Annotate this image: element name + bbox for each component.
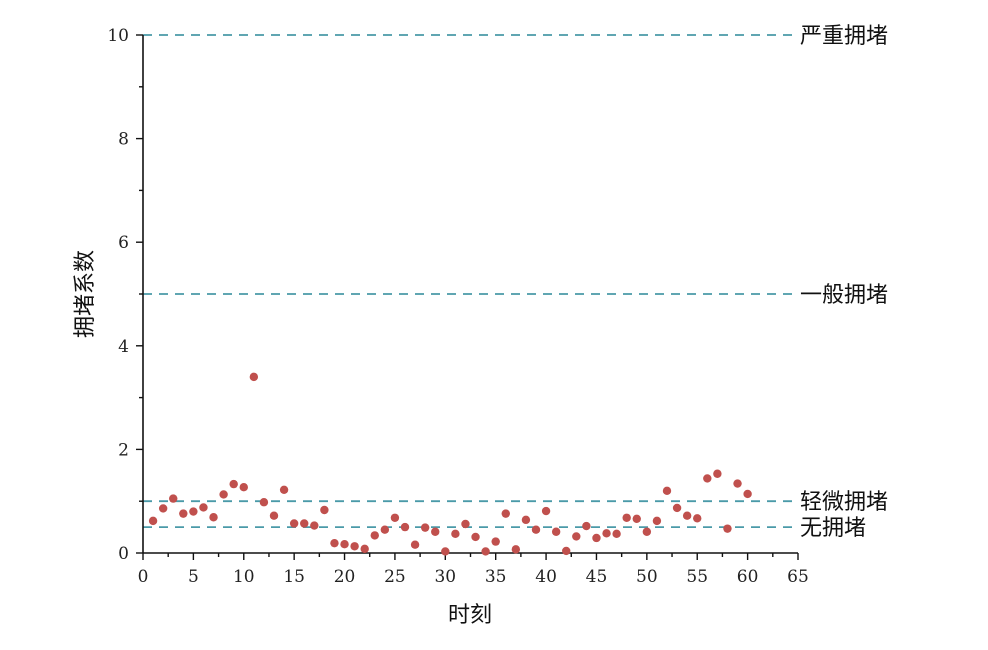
reference-label-3: 无拥堵 xyxy=(800,516,866,541)
data-point-19 xyxy=(330,538,339,548)
y-tick-label-0: 0 xyxy=(118,544,129,564)
data-point-18 xyxy=(320,505,329,515)
data-point-13 xyxy=(269,511,279,520)
data-point-21 xyxy=(350,542,359,551)
data-point-2 xyxy=(158,504,168,513)
x-tick-label-4: 20 xyxy=(334,567,356,587)
data-point-1 xyxy=(148,516,158,526)
data-point-25 xyxy=(390,513,400,522)
y-tick-label-2: 4 xyxy=(118,337,129,357)
data-point-6 xyxy=(199,503,208,512)
data-point-12 xyxy=(259,498,269,507)
data-point-9 xyxy=(229,479,238,489)
data-point-45 xyxy=(592,533,601,543)
x-tick-label-13: 65 xyxy=(787,567,809,587)
data-point-39 xyxy=(531,525,541,534)
data-points xyxy=(148,372,752,556)
data-point-55 xyxy=(693,514,702,523)
x-tick-label-6: 30 xyxy=(434,567,456,587)
data-point-14 xyxy=(279,485,289,495)
data-point-47 xyxy=(612,529,621,539)
y-axis-title: 拥堵系数 xyxy=(73,250,98,338)
data-point-26 xyxy=(400,522,410,532)
x-tick-label-7: 35 xyxy=(485,567,507,587)
data-point-54 xyxy=(682,511,692,520)
reference-label-2: 轻微拥堵 xyxy=(800,490,888,515)
data-point-52 xyxy=(662,486,672,496)
x-tick-label-11: 55 xyxy=(686,567,708,587)
x-tick-label-8: 40 xyxy=(535,567,557,587)
data-point-59 xyxy=(733,479,742,488)
data-point-40 xyxy=(541,506,551,516)
data-point-8 xyxy=(219,490,228,499)
y-tick-label-4: 8 xyxy=(118,130,129,150)
x-tick-label-9: 45 xyxy=(586,567,608,587)
x-tick-label-2: 10 xyxy=(233,567,255,587)
y-tick-label-3: 6 xyxy=(118,233,129,253)
data-point-58 xyxy=(723,524,732,533)
x-tick-label-10: 50 xyxy=(636,567,658,587)
data-point-46 xyxy=(602,529,611,538)
axes: 0 5 10 15 20 25 30 35 40 45 50 55 60 65 0 2 4 6 8 10 xyxy=(107,26,808,587)
data-point-53 xyxy=(672,503,682,513)
y-tick-label-1: 2 xyxy=(118,440,129,460)
x-tick-label-3: 15 xyxy=(283,567,305,587)
data-point-23 xyxy=(370,531,379,540)
data-point-31 xyxy=(451,529,460,539)
data-point-60 xyxy=(743,489,752,499)
data-point-28 xyxy=(420,523,430,532)
x-tick-label-5: 25 xyxy=(384,567,406,587)
data-point-35 xyxy=(491,537,500,546)
data-point-36 xyxy=(501,509,510,518)
data-point-32 xyxy=(461,519,470,529)
x-tick-label-0: 0 xyxy=(138,567,149,587)
data-point-51 xyxy=(652,516,662,526)
data-point-41 xyxy=(551,527,561,536)
data-point-7 xyxy=(209,513,218,522)
data-point-15 xyxy=(289,519,299,528)
data-point-17 xyxy=(310,521,319,530)
x-tick-label-1: 5 xyxy=(188,567,199,587)
data-point-33 xyxy=(471,532,480,542)
y-tick-label-5: 10 xyxy=(107,26,129,46)
data-point-38 xyxy=(521,515,531,525)
data-point-56 xyxy=(703,474,712,483)
x-axis-title: 时刻 xyxy=(448,603,492,628)
data-point-49 xyxy=(632,514,641,524)
data-point-22 xyxy=(360,544,369,554)
data-point-57 xyxy=(713,469,722,478)
data-point-42 xyxy=(562,546,571,556)
reference-label-1: 一般拥堵 xyxy=(800,283,888,308)
data-point-43 xyxy=(572,532,581,541)
data-point-29 xyxy=(431,527,440,536)
reference-label-0: 严重拥堵 xyxy=(800,24,888,49)
data-point-4 xyxy=(179,509,188,518)
data-point-44 xyxy=(582,521,591,531)
x-tick-label-12: 60 xyxy=(737,567,759,587)
data-point-34 xyxy=(481,547,490,556)
data-point-5 xyxy=(189,507,198,516)
data-point-37 xyxy=(511,545,521,554)
data-point-16 xyxy=(300,519,309,528)
data-point-30 xyxy=(441,547,450,556)
data-point-48 xyxy=(622,513,631,522)
data-point-27 xyxy=(410,540,420,549)
data-point-11 xyxy=(249,372,259,382)
data-point-10 xyxy=(239,483,248,492)
data-point-3 xyxy=(169,494,178,503)
data-point-20 xyxy=(340,539,349,549)
data-point-50 xyxy=(642,527,652,536)
data-point-24 xyxy=(380,525,390,534)
